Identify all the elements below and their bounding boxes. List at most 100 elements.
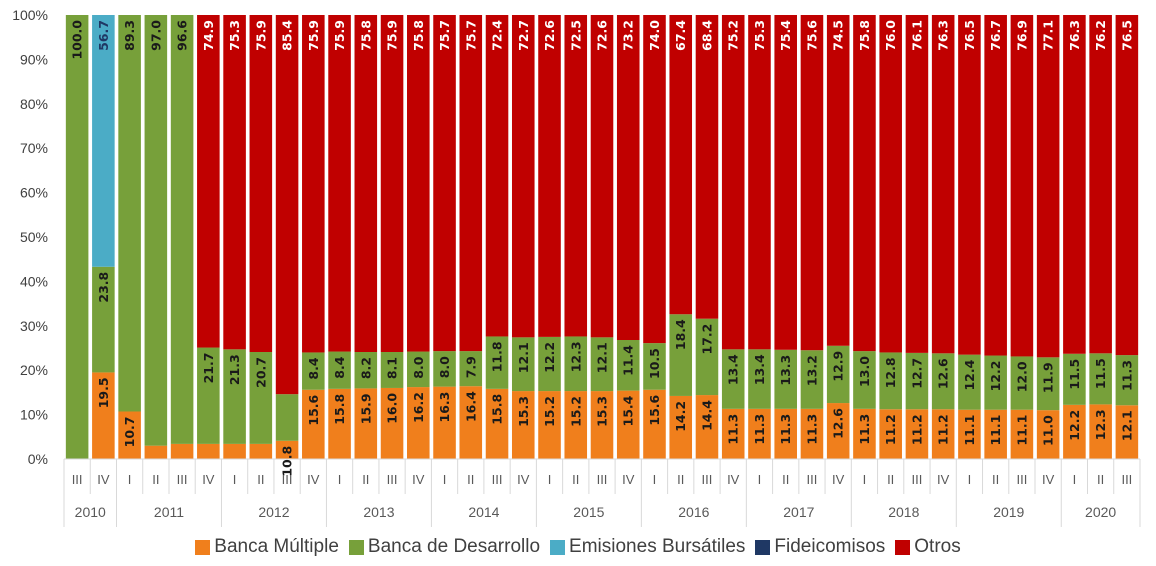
legend-item: Fideicomisos [755,536,885,558]
data-label: 75.6 [804,20,819,51]
data-label: 72.4 [490,20,505,51]
bar-segment [564,15,588,337]
bar-segment [826,403,850,459]
bar-segment [302,389,325,459]
x-tick-label: III [807,472,818,487]
bar-segment [669,395,693,459]
data-label: 12.4 [962,359,977,390]
bar-segment [774,408,797,459]
bar-segment [328,388,351,459]
legend-item: Banca Múltiple [195,536,339,558]
legend-label: Banca de Desarrollo [367,536,541,557]
x-tick-label: III [177,472,188,487]
bar-segment [695,318,719,396]
x-tick-label: III [387,472,398,487]
legend-swatch [348,539,364,555]
x-tick-label: III [1121,472,1132,487]
bar-segment [144,15,168,446]
data-label: 89.3 [122,20,137,51]
x-tick-label: I [443,472,447,487]
bar-segment [249,15,273,352]
data-label: 76.3 [1067,20,1082,51]
data-label: 75.7 [437,20,452,51]
data-label: 75.9 [332,20,347,51]
y-tick-label: 100% [12,7,48,23]
x-tick-label: I [548,472,552,487]
data-label: 76.5 [1119,20,1134,51]
bar-segment [485,388,509,459]
data-label: 12.7 [909,358,924,389]
bar-segment [984,355,1007,410]
bar-segment [853,15,876,352]
x-tick-label: IV [622,472,635,487]
bar-segment [721,408,745,459]
legend-label: Fideicomisos [774,536,886,557]
data-label: 12.2 [988,361,1003,392]
bar-segment [1115,355,1139,406]
bar-segment [92,266,115,373]
bar-segment [275,440,299,459]
bar-segment [590,15,614,338]
x-tick-label: II [1097,472,1104,487]
bar-segment [1036,15,1060,358]
bar-segment [984,15,1007,356]
data-label: 11.1 [988,415,1003,446]
data-label: 75.8 [358,20,373,51]
bar-segment [118,411,141,459]
year-label: 2013 [363,504,394,520]
legend: Banca Múltiple Banca de Desarrollo Emision… [0,536,1156,558]
bar-segment [1089,404,1112,459]
bar-segment [433,386,456,459]
bar-segment [380,15,404,352]
data-label: 16.4 [463,391,478,422]
data-label: 16.2 [411,392,426,423]
x-tick-label: III [597,472,608,487]
data-label: 12.6 [831,408,846,439]
data-label: 76.9 [1014,20,1029,51]
data-label: 21.7 [201,353,216,384]
x-tick-label: IV [937,472,950,487]
data-label: 12.9 [831,351,846,382]
data-label: 20.7 [253,357,268,388]
data-label: 72.7 [516,20,531,51]
x-tick-label: II [467,472,474,487]
x-tick-label: III [1016,472,1027,487]
y-tick-label: 0% [28,451,48,467]
x-tick-label: II [992,472,999,487]
data-label: 13.3 [778,355,793,386]
bar-segment [669,15,693,315]
year-label: 2018 [888,504,919,520]
legend-label: Otros [914,536,961,557]
bar-segment [564,336,588,392]
bar-segment [511,15,535,338]
bar-segment [354,351,378,389]
data-label: 19.5 [96,377,111,408]
x-tick-label: IV [202,472,215,487]
bar-segment [1115,15,1139,356]
bar-segment [643,15,666,344]
x-tick-label: I [233,472,237,487]
bar-segment [328,351,351,389]
data-label: 11.5 [1067,359,1082,390]
data-label: 10.8 [280,446,295,477]
bar-segment [92,372,115,459]
bar-segment [905,409,929,459]
data-label: 13.4 [752,354,767,385]
bar-segment [302,15,325,353]
x-tick-label: I [128,472,132,487]
data-label: 15.6 [647,394,662,425]
data-label: 11.2 [909,414,924,445]
data-label: 75.9 [385,20,400,51]
x-tick-label: III [492,472,503,487]
data-label: 8.2 [358,357,373,379]
data-label: 11.2 [883,414,898,445]
legend-swatch [195,539,211,555]
bar-segment [118,15,141,412]
data-label: 13.4 [726,354,741,385]
bar-segment [407,15,430,352]
bar-segment [774,349,797,409]
bar-segment [748,408,771,459]
data-label: 75.9 [306,20,321,51]
x-tick-label: II [887,472,894,487]
